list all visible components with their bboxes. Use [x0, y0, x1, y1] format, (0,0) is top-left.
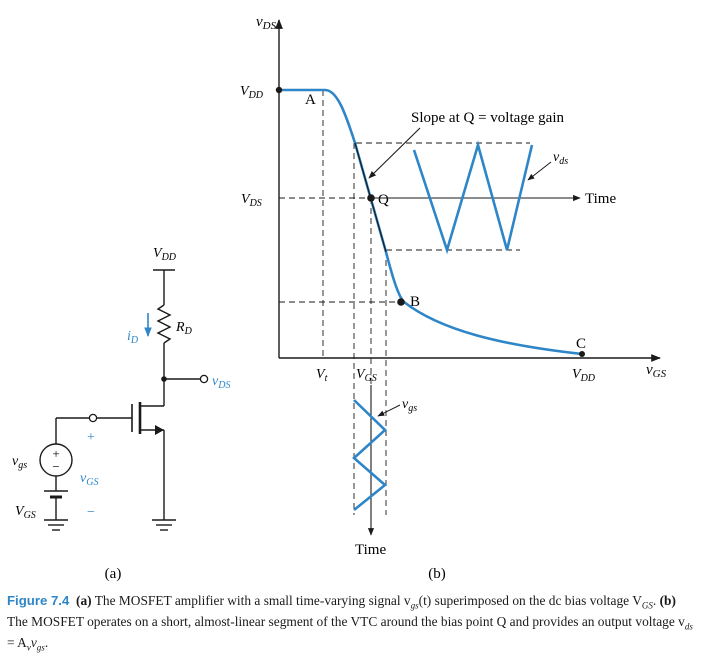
vtc-graph: vDS vGS A Q B C VDD VDS Vt VGS: [240, 14, 667, 582]
source-ground-icon: [152, 519, 176, 531]
bias-battery: [44, 490, 68, 499]
caption-part-b-label: (b): [659, 593, 676, 608]
time-right-label: Time: [585, 191, 616, 207]
vgs-bias-label: VGS: [15, 504, 36, 521]
vds-waveform: [412, 140, 534, 255]
mosfet-transistor: [131, 402, 164, 435]
slope-annotation: Slope at Q = voltage gain: [411, 110, 565, 126]
caption-sub-ds: ds: [684, 621, 693, 632]
vgs-waveform: [352, 399, 388, 512]
caption-part-b-text3: v: [30, 635, 37, 651]
caption-part-a-end: .: [652, 593, 660, 608]
vds-signal-label: vds: [553, 150, 568, 167]
caption-part-b-text2: = A: [7, 635, 27, 651]
caption-part-a-text2: (t) superimposed on the dc bias voltage …: [418, 593, 642, 608]
caption-sub-GS: GS: [641, 600, 653, 611]
vdd-y-tick: VDD: [240, 84, 264, 101]
vgs-input-label: vGS: [80, 471, 98, 488]
vds-y-tick: VDS: [241, 192, 262, 209]
slope-pointer: [368, 127, 421, 179]
time-down-label: Time: [355, 542, 386, 558]
vds-output-label: vDS: [212, 374, 230, 391]
figure-number: Figure 7.4: [7, 593, 70, 608]
circuit-diagram: VDD RD iD vDS + − vgs: [12, 246, 230, 582]
id-label: iD: [127, 329, 139, 346]
point-b-label: B: [410, 294, 420, 310]
caption-sub-v: v: [26, 643, 31, 654]
vdd-x-tick: VDD: [572, 367, 596, 384]
vgs-signal-pointer: [377, 404, 401, 417]
panel-b-label: (b): [428, 566, 446, 582]
vgs-tick: VGS: [356, 367, 377, 384]
point-q-label: Q: [378, 192, 389, 208]
vds-signal-pointer: [527, 161, 552, 181]
vgs-signal-label: vgs: [402, 397, 417, 414]
gate-terminal: [88, 413, 98, 423]
point-c-label: C: [576, 336, 586, 352]
source-minus: −: [52, 459, 59, 474]
y-axis-label: vDS: [256, 14, 277, 32]
vdd-y-dot: [275, 86, 283, 94]
caption-part-a-text: The MOSFET amplifier with a small time-v…: [91, 593, 411, 608]
figure-caption: Figure 7.4 (a) The MOSFET amplifier with…: [7, 593, 699, 657]
caption-part-a-label: (a): [76, 593, 92, 608]
vtc-curve: [279, 88, 583, 356]
circuit-vdd-label: VDD: [153, 246, 177, 263]
caption-part-b-end: .: [44, 635, 49, 651]
point-a-label: A: [305, 92, 316, 108]
caption-part-b-text: The MOSFET operates on a short, almost-l…: [7, 614, 685, 630]
rd-label: RD: [175, 320, 193, 337]
output-terminal: [199, 374, 209, 384]
source-plus: +: [52, 446, 59, 461]
gate-ground-icon: [44, 519, 68, 531]
caption-sub-gs2: gs: [36, 643, 45, 654]
mosfet-amplifier-figure: VDD RD iD vDS + − vgs: [12, 14, 667, 582]
caption-sub-gs: gs: [410, 600, 419, 611]
x-axis-label: vGS: [646, 362, 667, 380]
vgs-signal-label: vgs: [12, 454, 27, 471]
drain-resistor: [156, 304, 172, 344]
panel-a-label: (a): [105, 566, 122, 582]
vgs-minus: −: [87, 505, 95, 520]
point-c-marker: [579, 351, 585, 357]
vgs-plus: +: [87, 430, 95, 445]
point-b-marker: [397, 298, 405, 306]
vt-tick: Vt: [316, 367, 328, 384]
